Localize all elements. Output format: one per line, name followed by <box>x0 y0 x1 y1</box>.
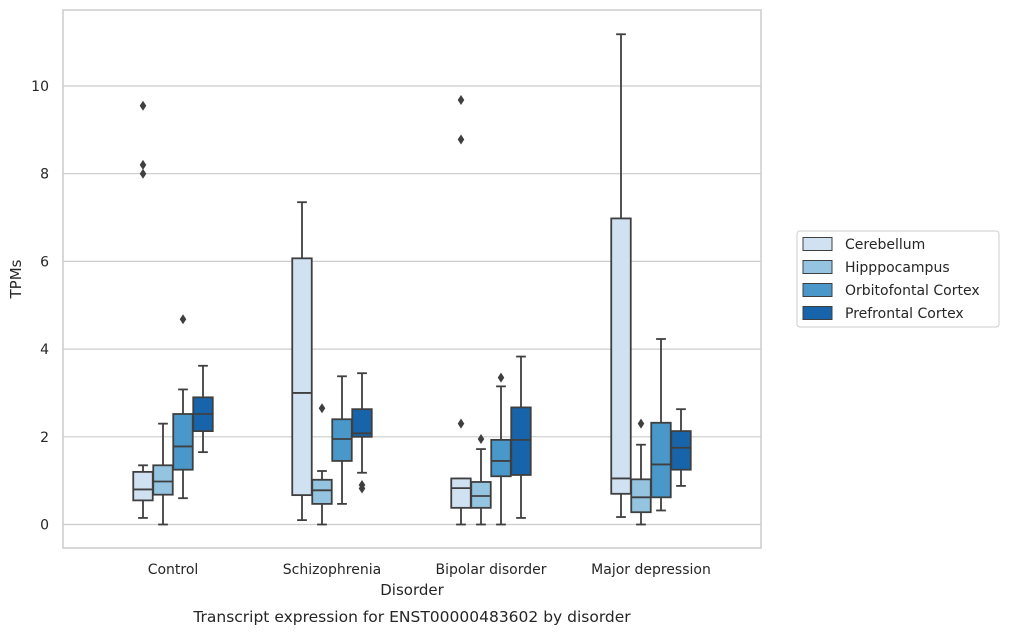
outlier-point <box>139 168 147 179</box>
legend-frame <box>796 230 1000 328</box>
box <box>152 464 174 496</box>
y-ticks: 0 2 4 6 8 10 <box>31 79 49 534</box>
box <box>351 408 373 438</box>
box-group <box>650 338 672 512</box>
legend-swatch <box>802 306 833 320</box>
outlier-point <box>139 159 147 170</box>
outlier-point <box>637 418 645 429</box>
box <box>311 478 333 505</box>
box-group <box>172 314 194 500</box>
legend-label: Orbitofontal Cortex <box>845 283 980 299</box>
y-tick-label: 2 <box>40 430 49 446</box>
chart-caption: Transcript expression for ENST0000048360… <box>192 608 631 626</box>
y-tick-label: 8 <box>40 167 49 183</box>
legend-swatch <box>802 237 833 251</box>
x-tick-label: Control <box>148 562 199 578</box>
box <box>331 418 353 462</box>
outlier-point <box>457 95 465 106</box>
box-group <box>291 201 313 522</box>
legend: Cerebellum Hipppocampus Orbitofontal Corte… <box>796 230 1000 328</box>
y-tick-label: 10 <box>31 79 49 95</box>
box <box>670 430 692 471</box>
outlier-point <box>457 418 465 429</box>
boxes-layer <box>132 33 692 526</box>
legend-label: Cerebellum <box>845 237 925 253</box>
box-group <box>610 33 632 518</box>
x-tick-label: Bipolar disorder <box>435 562 546 578</box>
box <box>132 470 154 502</box>
box <box>450 477 472 509</box>
x-ticks: Control Schizophrenia Bipolar disorder Majo… <box>148 562 711 578</box>
box-group <box>630 418 652 526</box>
box-group <box>331 375 353 505</box>
box-group <box>450 95 472 526</box>
x-tick-label: Major depression <box>591 562 711 578</box>
box <box>650 421 672 499</box>
box <box>630 478 652 514</box>
legend-label: Prefrontal Cortex <box>845 306 964 322</box>
legend-swatch <box>802 283 833 297</box>
outlier-point <box>457 134 465 145</box>
box-group <box>470 433 492 526</box>
box-group <box>152 422 174 526</box>
x-axis-label: Disorder <box>380 581 444 599</box>
outlier-point <box>318 403 326 414</box>
box-group <box>132 100 154 519</box>
box <box>470 481 492 509</box>
outlier-point <box>477 433 485 444</box>
box <box>172 413 194 471</box>
box-group <box>670 408 692 487</box>
y-tick-label: 6 <box>40 254 49 270</box>
box-group <box>510 355 532 519</box>
legend-swatch <box>802 260 833 274</box>
box-group <box>311 403 333 526</box>
outlier-point <box>179 314 187 325</box>
box-group <box>490 372 512 526</box>
legend-label: Hipppocampus <box>845 260 950 276</box>
box <box>490 438 512 478</box>
box <box>610 217 632 495</box>
plot-frame <box>62 9 762 549</box>
outlier-point <box>497 372 505 383</box>
y-axis-label: TPMs <box>7 259 25 299</box>
box <box>510 406 532 476</box>
y-tick-label: 0 <box>40 518 49 534</box>
box <box>291 257 313 497</box>
x-tick-label: Schizophrenia <box>283 562 381 578</box>
box-group <box>351 372 373 494</box>
box-group <box>192 364 214 454</box>
outlier-point <box>358 480 366 491</box>
y-tick-label: 4 <box>40 342 49 358</box>
outlier-point <box>139 100 147 111</box>
